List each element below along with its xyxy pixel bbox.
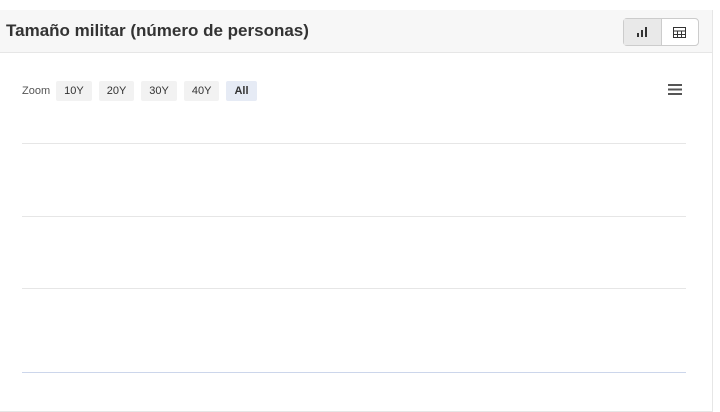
- menu-icon[interactable]: [668, 84, 682, 95]
- view-toggle: 1990199520002005201020152020: [623, 18, 699, 46]
- zoom-button[interactable]: All: [226, 81, 257, 101]
- bar-icon: 1990199520002005201020152020: [637, 27, 648, 37]
- zoom-label: Zoom: [22, 85, 51, 97]
- chart-title: Tamaño militar (número de personas): [6, 21, 309, 40]
- table-view-button[interactable]: [662, 19, 699, 45]
- zoom-button[interactable]: 30Y: [141, 81, 177, 101]
- chart-view-button[interactable]: 1990199520002005201020152020: [624, 19, 662, 45]
- table-icon: [673, 26, 687, 38]
- zoom-button[interactable]: 20Y: [98, 81, 135, 101]
- zoom-button[interactable]: 10Y: [56, 81, 92, 101]
- zoom-button[interactable]: 40Y: [183, 81, 220, 101]
- zoom-bar: Zoom 10Y 20Y 30Y 40Y All: [22, 81, 264, 101]
- page: Tamaño militar (número de personas) 1990…: [0, 10, 713, 412]
- chart: [22, 84, 686, 373]
- header: [0, 10, 712, 53]
